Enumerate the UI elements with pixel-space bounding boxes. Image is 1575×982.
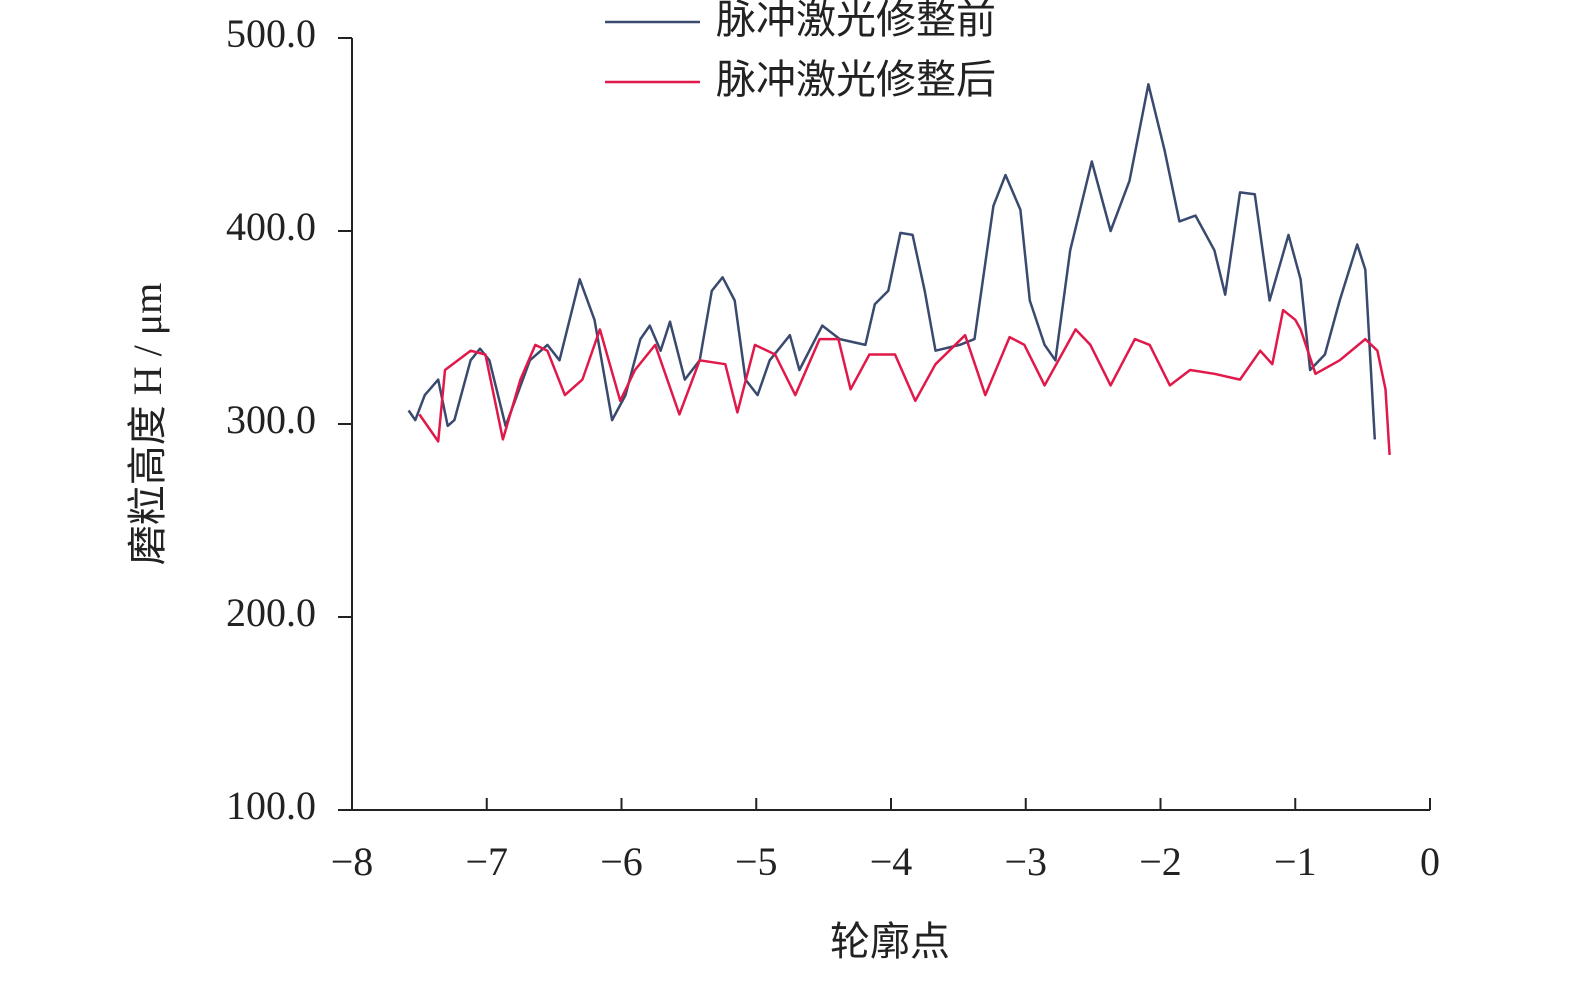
y-tick-label: 300.0 bbox=[226, 397, 316, 442]
x-tick-label: −6 bbox=[600, 839, 643, 884]
x-tick-label: 0 bbox=[1420, 839, 1440, 884]
x-axis-label: 轮廓点 bbox=[830, 919, 950, 964]
series-line bbox=[418, 308, 1391, 455]
x-tick-label: −8 bbox=[331, 839, 374, 884]
x-tick-label: −4 bbox=[870, 839, 913, 884]
x-tick-label: −3 bbox=[1004, 839, 1047, 884]
y-tick-label: 100.0 bbox=[226, 783, 316, 828]
y-tick-label: 200.0 bbox=[226, 590, 316, 635]
y-tick-label: 400.0 bbox=[226, 204, 316, 249]
x-tick-label: −5 bbox=[735, 839, 778, 884]
x-tick-label: −1 bbox=[1274, 839, 1317, 884]
legend-label: 脉冲激光修整前 bbox=[716, 0, 996, 42]
x-tick-label: −2 bbox=[1139, 839, 1182, 884]
y-axis-label: 磨粒高度 H / μm bbox=[125, 283, 170, 566]
x-tick-label: −7 bbox=[465, 839, 508, 884]
legend-label: 脉冲激光修整后 bbox=[716, 57, 996, 102]
y-tick-label: 500.0 bbox=[226, 11, 316, 56]
series-line bbox=[407, 83, 1377, 440]
